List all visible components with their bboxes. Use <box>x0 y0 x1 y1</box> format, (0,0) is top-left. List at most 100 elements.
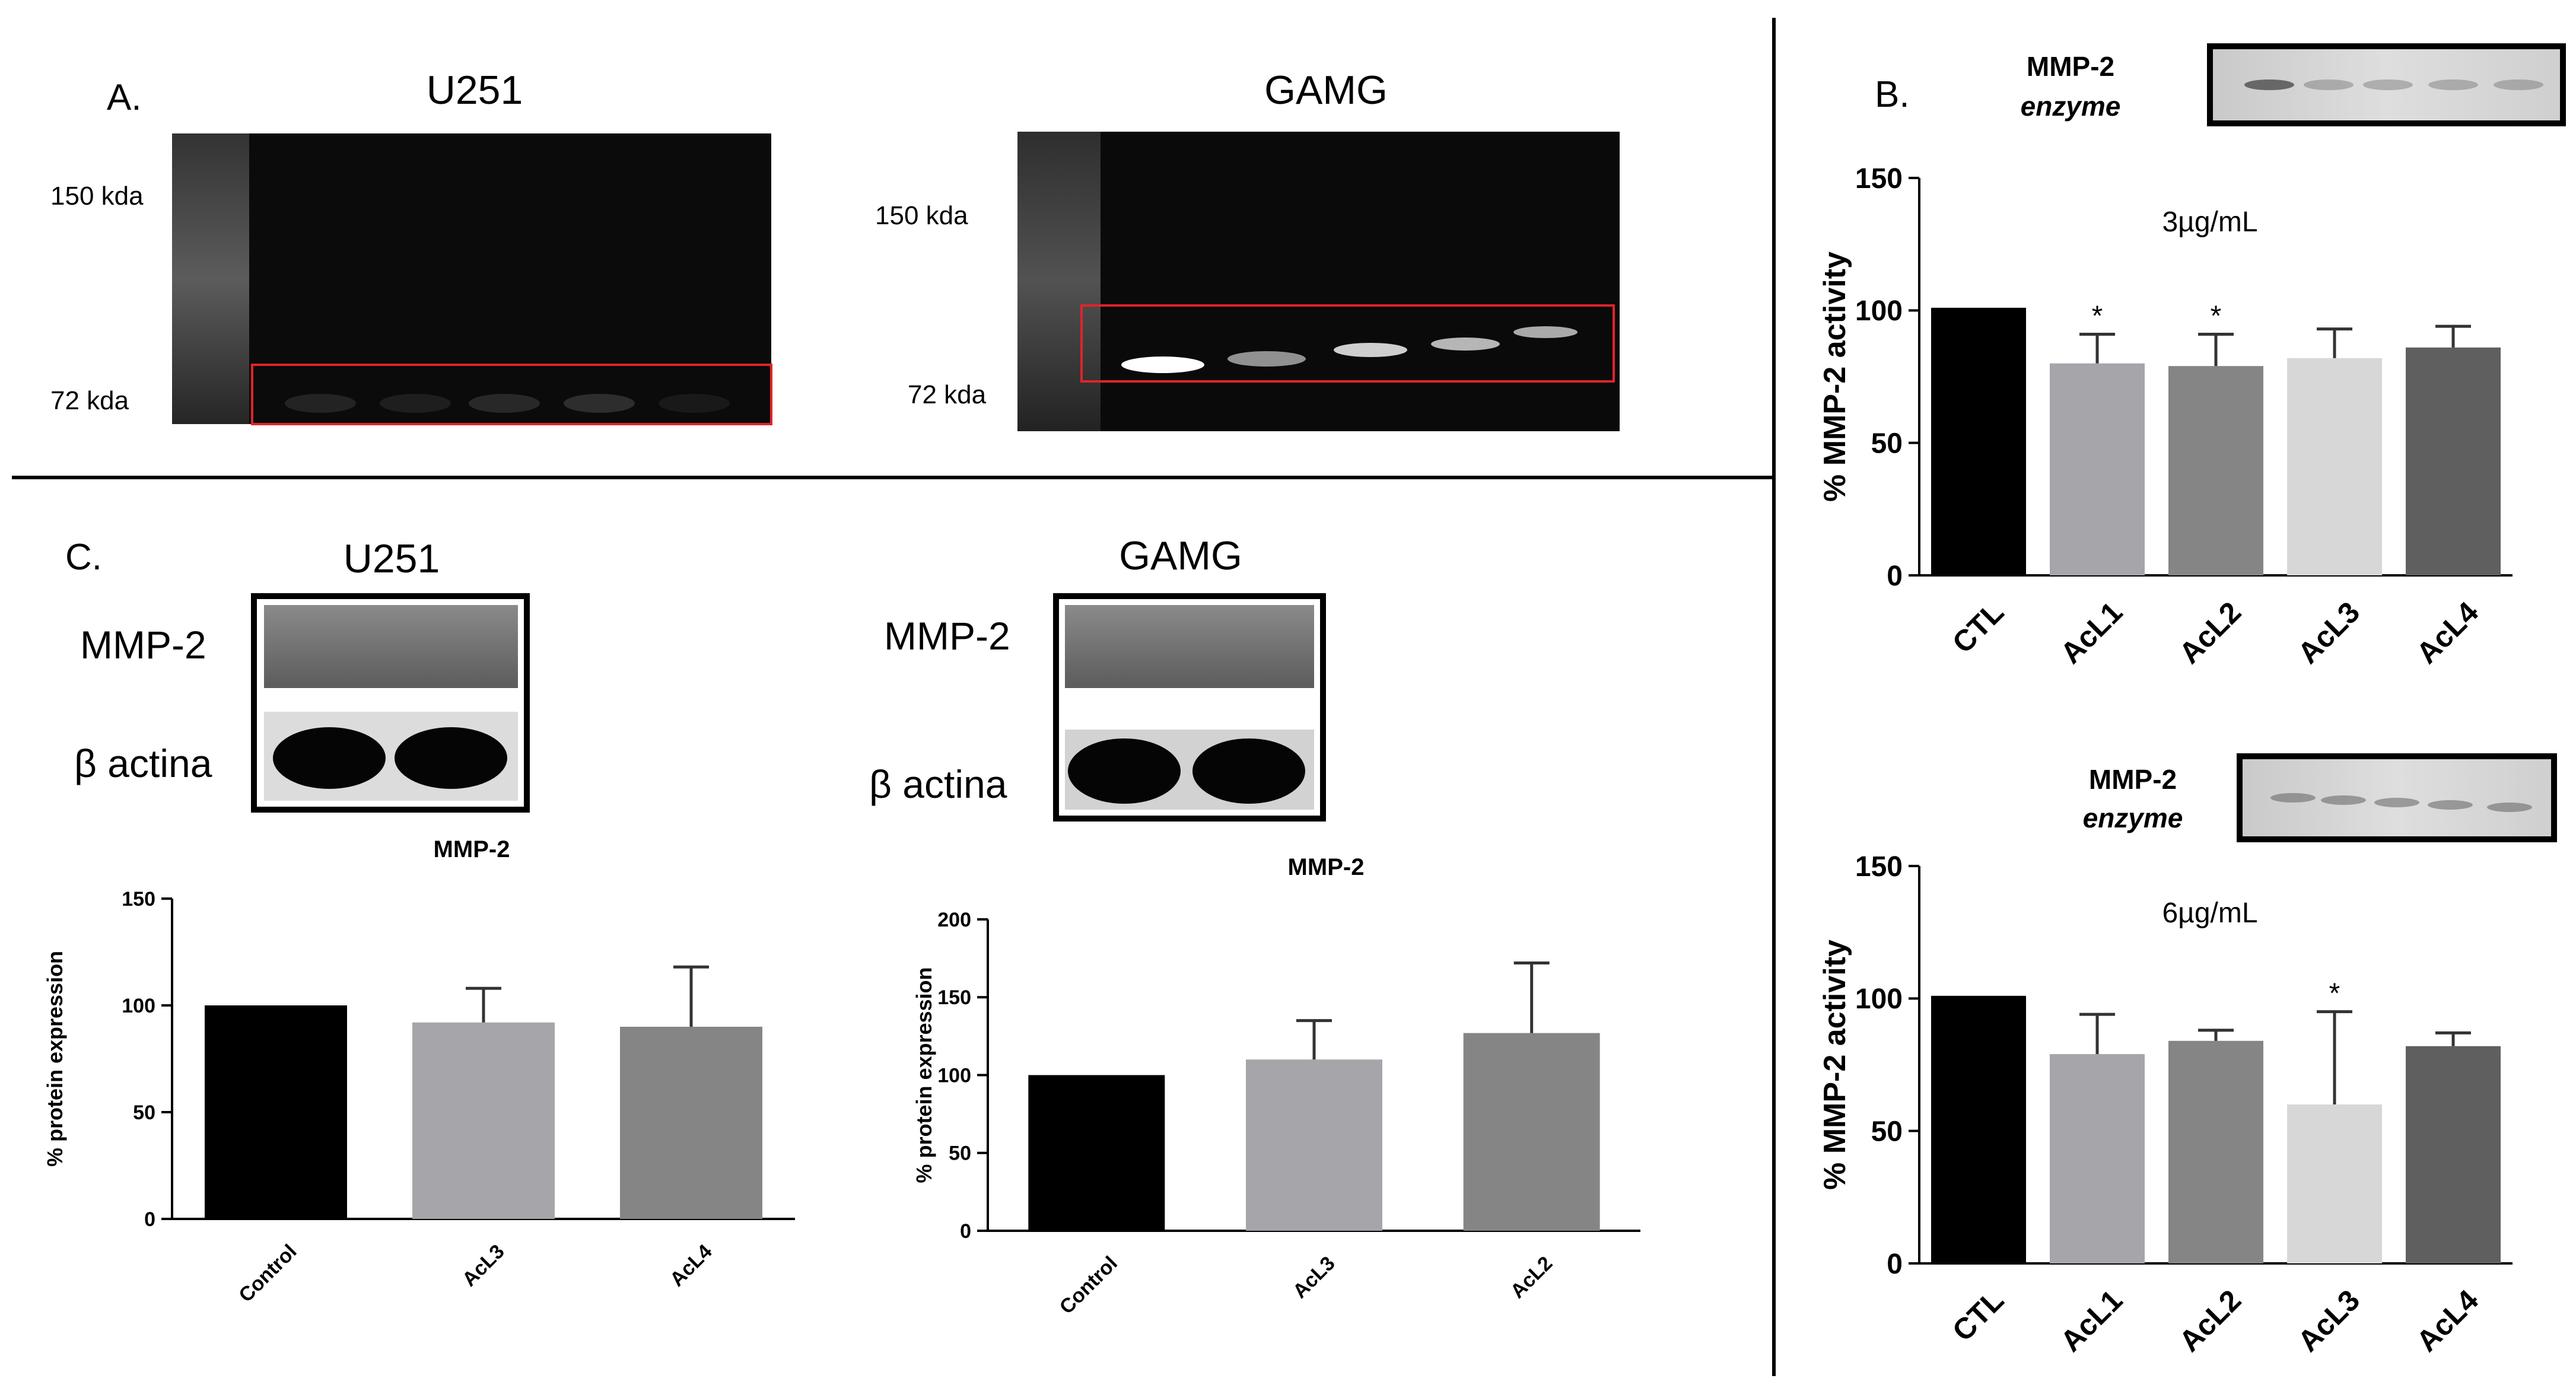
y-tick-label: 0 <box>960 1220 971 1243</box>
gamg-western-blot <box>1053 593 1326 822</box>
u251-actin-band-2 <box>395 727 507 789</box>
panel-c-label: C. <box>65 537 102 578</box>
chart-mmp2-activity-6ug: 0 50 100 150 CTL AcL1 AcL2 * AcL3 AcL4 % MMP-2 act… <box>1818 764 2513 1358</box>
bar <box>412 1022 555 1219</box>
panel-b: B. <box>1875 43 2566 842</box>
x-category-label: Control <box>1055 1252 1122 1319</box>
x-category-label: AcL1 <box>2054 1284 2129 1358</box>
enzyme-band <box>2270 793 2316 803</box>
u251-zymogram <box>172 133 772 425</box>
enzyme-band <box>2244 79 2294 90</box>
gamg-band <box>1121 356 1204 373</box>
enzyme-band <box>2428 79 2478 90</box>
y-tick-label: 100 <box>1855 295 1903 327</box>
gamg-zymogram <box>1017 132 1620 431</box>
bar <box>2287 1104 2382 1263</box>
bar <box>2287 358 2382 575</box>
gamg-band <box>1513 326 1578 338</box>
gamg-actin-band-2 <box>1192 738 1305 804</box>
bar <box>1931 307 2026 575</box>
x-category-label: AcL2 <box>2173 596 2247 670</box>
chart-u251-protein-expression: 0 50 100 150 Control AcL3 AcL4 % protein expres… <box>43 836 795 1307</box>
enzyme-band <box>2487 803 2532 812</box>
bar <box>2406 347 2501 575</box>
enzyme-band <box>2374 798 2419 807</box>
x-category-label: AcL2 <box>2173 1284 2247 1358</box>
y-tick-label: 0 <box>1887 1249 1903 1280</box>
significance-marker: * <box>2211 301 2222 332</box>
gamg-blot-actin-label: β actina <box>869 762 1007 806</box>
x-category-label: AcL3 <box>2291 596 2366 670</box>
y-tick-label: 100 <box>937 1064 971 1087</box>
chart-title: MMP-2 <box>1288 854 1365 880</box>
bar <box>1246 1059 1382 1231</box>
inset-sublabel: enzyme <box>2083 803 2183 833</box>
panel-a-label: A. <box>107 77 142 118</box>
gamg-band <box>1431 338 1500 351</box>
u251-western-blot <box>251 593 530 813</box>
enzyme-band <box>2428 800 2473 810</box>
gamg-bands <box>1121 326 1578 373</box>
y-axis-label: % MMP-2 activity <box>1818 940 1852 1190</box>
panel-a-u251-title: U251 <box>427 68 523 113</box>
panel-a-gamg-title: GAMG <box>1264 68 1388 113</box>
u251-ladder-lane <box>172 133 249 424</box>
bar <box>620 1027 762 1219</box>
bar <box>1028 1075 1165 1231</box>
x-category-label: CTL <box>1946 596 2010 660</box>
y-tick-label: 150 <box>1855 163 1903 195</box>
u251-band <box>285 394 356 413</box>
enzyme-band <box>2363 79 2413 90</box>
inset-sublabel: enzyme <box>2021 91 2121 122</box>
x-category-label: CTL <box>1946 1284 2010 1348</box>
b-top-inset <box>2207 43 2566 126</box>
x-category-label: AcL1 <box>2054 596 2129 670</box>
gamg-mmp2-blot <box>1065 605 1314 688</box>
x-category-label: AcL3 <box>1289 1252 1340 1303</box>
u251-bands <box>285 394 730 413</box>
dose-annotation: 6µg/mL <box>2162 897 2257 929</box>
u251-band <box>659 394 730 413</box>
inset-label: MMP-2 <box>2089 764 2177 795</box>
enzyme-band <box>2304 79 2354 90</box>
u251-highlight-box <box>251 364 772 425</box>
u251-band <box>469 394 540 413</box>
y-tick-label: 150 <box>122 888 155 910</box>
gamg-band <box>1227 351 1306 367</box>
inset-label: MMP-2 <box>2027 51 2114 82</box>
gamg-marker-72: 72 kda <box>908 380 987 409</box>
y-tick-label: 0 <box>1887 561 1903 592</box>
x-category-label: AcL4 <box>2410 1284 2485 1358</box>
x-category-label: AcL4 <box>666 1240 717 1291</box>
chart-gamg-protein-expression: 0 50 100 150 200 Control AcL3 AcL2 % protein exp… <box>912 854 1640 1319</box>
chart-title: MMP-2 <box>434 836 510 862</box>
y-tick-label: 100 <box>1855 983 1903 1015</box>
u251-marker-72: 72 kda <box>50 386 129 415</box>
u251-blot-mmp2-label: MMP-2 <box>80 623 206 667</box>
gamg-marker-150: 150 kda <box>875 201 968 230</box>
x-category-label: AcL3 <box>2291 1284 2366 1358</box>
gamg-actin-band-1 <box>1068 738 1181 804</box>
x-category-label: Control <box>234 1240 301 1307</box>
significance-marker: * <box>2092 301 2103 332</box>
bar <box>2050 363 2145 575</box>
x-category-label: AcL4 <box>2410 596 2485 670</box>
bar <box>205 1005 347 1219</box>
bar <box>2168 366 2263 575</box>
panel-b-label: B. <box>1875 74 1910 115</box>
y-tick-label: 150 <box>1855 851 1903 883</box>
bar <box>1931 995 2026 1263</box>
y-tick-label: 100 <box>122 995 155 1017</box>
bar <box>2050 1054 2145 1263</box>
y-axis-label: % MMP-2 activity <box>1818 251 1852 502</box>
u251-band <box>564 394 635 413</box>
x-category-label: AcL3 <box>458 1240 509 1291</box>
bar <box>1463 1033 1600 1231</box>
panel-c: C. U251 GAMG MMP-2 β actina MMP-2 β acti… <box>65 533 1326 822</box>
y-tick-label: 50 <box>133 1101 155 1124</box>
y-tick-label: 50 <box>949 1142 971 1165</box>
y-tick-label: 50 <box>1871 1116 1903 1147</box>
b-bottom-inset <box>2237 753 2557 842</box>
y-tick-label: 0 <box>144 1208 155 1231</box>
